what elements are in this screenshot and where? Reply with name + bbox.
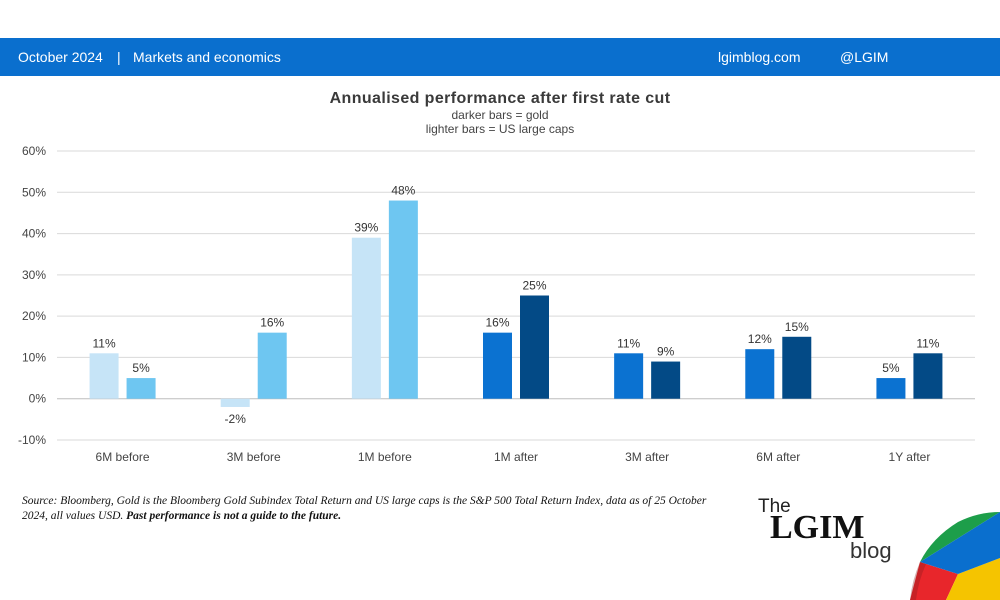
x-tick-label: 3M before: [227, 450, 281, 464]
header-section: Markets and economics: [133, 49, 281, 65]
x-tick-label: 6M after: [756, 450, 800, 464]
bar-series-0-1: [220, 398, 250, 407]
bar-series-0-4: [614, 353, 644, 399]
logo-lgim: LGIM: [770, 509, 864, 546]
bar-series-1-6: [913, 353, 943, 399]
bar-series-1-5: [782, 336, 812, 399]
lgim-blog-logo: The LGIM blog: [758, 496, 1000, 600]
bar-series-1-3: [520, 295, 549, 399]
bar-series-0-3: [483, 332, 512, 399]
data-label: 5%: [882, 361, 900, 375]
data-label: 11%: [617, 336, 640, 350]
bar-series-1-0: [126, 378, 156, 399]
y-tick-label: 50%: [22, 185, 46, 199]
bar-series-1-1: [257, 332, 287, 399]
data-label: 9%: [657, 345, 675, 359]
logo-blog: blog: [850, 538, 892, 563]
chart-subtitle-line-1: darker bars = gold: [451, 108, 548, 122]
bar-series-1-2: [388, 200, 418, 399]
data-label: 39%: [354, 221, 378, 235]
x-tick-label: 3M after: [625, 450, 669, 464]
x-tick-label: 1Y after: [889, 450, 931, 464]
logo-the: The: [758, 496, 791, 517]
x-tick-label: 6M before: [96, 450, 150, 464]
x-tick-label: 1M after: [494, 450, 538, 464]
data-label: 48%: [391, 184, 415, 198]
chart-title: Annualised performance after first rate …: [330, 90, 671, 107]
bar-series-0-6: [876, 378, 906, 399]
data-label: 12%: [748, 332, 772, 346]
header-site-link[interactable]: lgimblog.com: [718, 49, 801, 65]
data-label: 16%: [260, 316, 284, 330]
bar-series-0-2: [351, 237, 381, 399]
data-label: 16%: [485, 316, 509, 330]
y-tick-label: -10%: [18, 433, 46, 447]
y-tick-label: 10%: [22, 350, 46, 364]
bar-series-1-4: [651, 361, 681, 399]
header-date: October 2024: [18, 49, 103, 65]
data-label: -2%: [225, 412, 247, 426]
y-tick-label: 0%: [29, 392, 47, 406]
data-label: 11%: [93, 336, 116, 350]
y-tick-label: 30%: [22, 268, 46, 282]
y-tick-label: 40%: [22, 227, 46, 241]
data-label: 15%: [785, 320, 809, 334]
chart-subtitle-line-2: lighter bars = US large caps: [426, 122, 574, 136]
bar-series-0-5: [745, 349, 775, 399]
header-twitter-handle[interactable]: @LGIM: [840, 49, 889, 65]
y-tick-label: 60%: [22, 144, 46, 158]
data-label: 5%: [132, 361, 150, 375]
data-label: 25%: [522, 279, 546, 293]
bar-series-0-0: [89, 353, 119, 399]
data-label: 11%: [916, 336, 939, 350]
umbrella-icon: [910, 512, 1000, 600]
source-note: Source: Bloomberg, Gold is the Bloomberg…: [22, 494, 722, 524]
source-text: Source: Bloomberg, Gold is the Bloomberg…: [22, 495, 707, 522]
y-tick-label: 20%: [22, 309, 46, 323]
source-disclaimer: Past performance is not a guide to the f…: [126, 510, 342, 522]
top-banner: October 2024 | Markets and economics lgi…: [0, 38, 1000, 76]
header-separator: |: [117, 49, 121, 65]
x-tick-label: 1M before: [358, 450, 412, 464]
